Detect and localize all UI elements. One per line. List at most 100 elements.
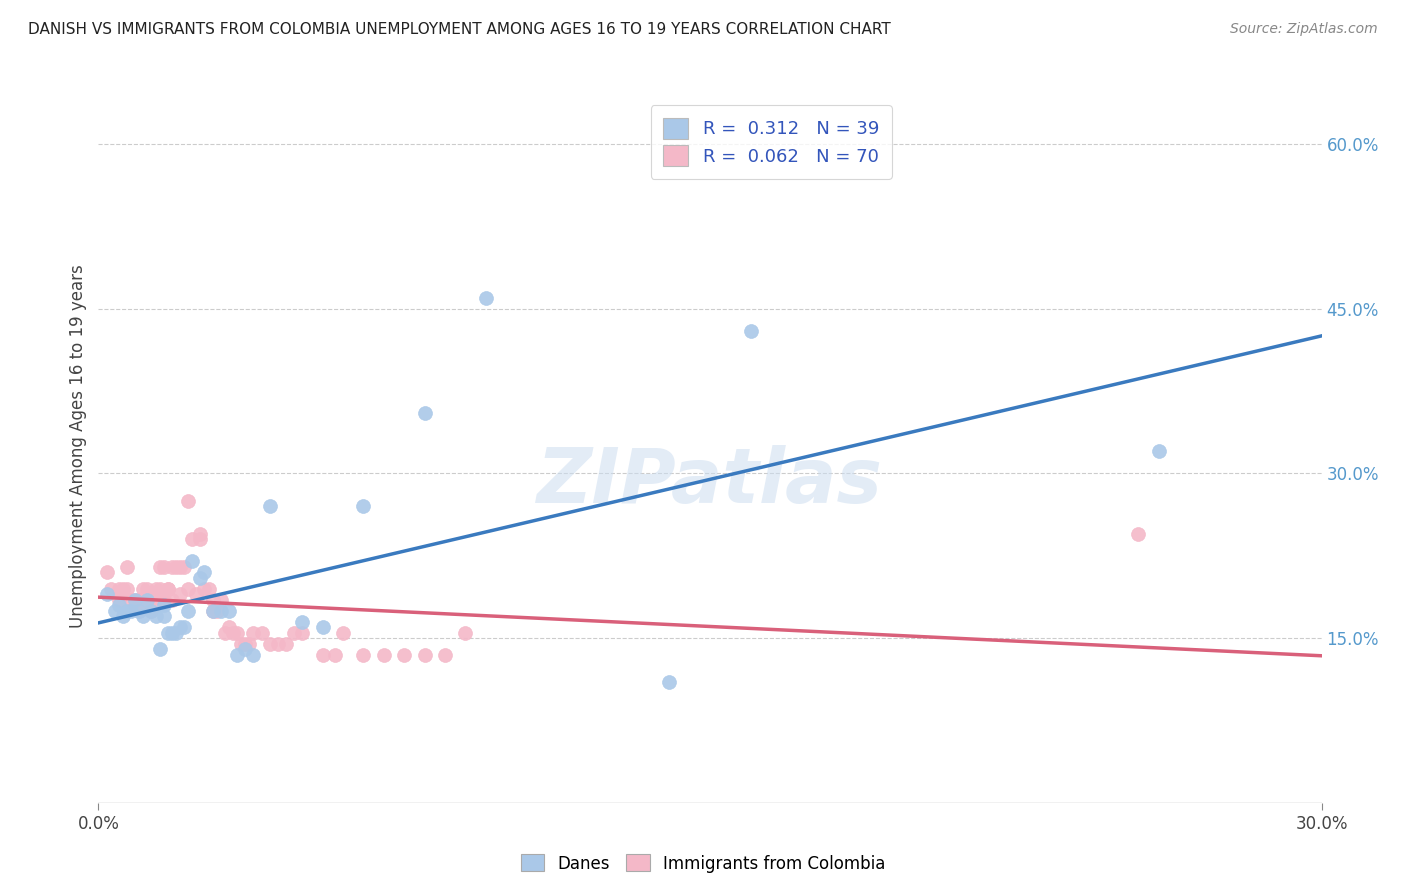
Point (283, 625, 305, 640)
Point (291, 615, 314, 629)
Point (259, 500, 281, 514)
Point (312, 648, 335, 662)
Point (165, 559, 187, 574)
Point (149, 559, 172, 574)
Point (149, 582, 172, 596)
Point (173, 620, 195, 634)
Point (156, 582, 179, 596)
Point (152, 559, 174, 574)
Point (201, 604, 224, 618)
Point (740, 324, 762, 338)
Point (1147, 444, 1170, 458)
Point (193, 566, 215, 580)
Point (226, 625, 249, 640)
Point (242, 648, 264, 662)
Point (238, 637, 260, 651)
Point (312, 620, 335, 634)
Point (149, 592, 172, 607)
Point (145, 582, 167, 596)
Point (242, 625, 264, 640)
Point (165, 625, 187, 640)
Text: ZIPatlas: ZIPatlas (537, 445, 883, 518)
Point (141, 604, 163, 618)
Point (152, 609, 174, 624)
Point (373, 648, 395, 662)
Point (181, 554, 204, 568)
Point (132, 609, 155, 624)
Point (152, 587, 174, 601)
Point (177, 494, 200, 508)
Point (169, 620, 191, 634)
Point (392, 648, 416, 662)
Point (231, 637, 253, 651)
Point (177, 582, 200, 596)
Point (188, 533, 212, 547)
Text: DANISH VS IMMIGRANTS FROM COLOMBIA UNEMPLOYMENT AMONG AGES 16 TO 19 YEARS CORREL: DANISH VS IMMIGRANTS FROM COLOMBIA UNEMP… (28, 22, 891, 37)
Point (177, 604, 200, 618)
Point (100, 582, 122, 596)
Point (152, 598, 174, 612)
Point (108, 598, 131, 612)
Point (132, 592, 155, 607)
Point (291, 625, 314, 640)
Point (233, 642, 256, 657)
Point (152, 592, 174, 607)
Point (160, 592, 183, 607)
Point (169, 587, 191, 601)
Point (160, 559, 183, 574)
Point (201, 592, 224, 607)
Point (454, 625, 477, 640)
Point (128, 592, 150, 607)
Point (169, 559, 191, 574)
Point (136, 582, 159, 596)
Point (141, 592, 163, 607)
Point (201, 604, 224, 618)
Point (214, 625, 236, 640)
Point (128, 604, 150, 618)
Point (111, 582, 134, 596)
Point (115, 582, 138, 596)
Point (274, 637, 297, 651)
Point (474, 291, 498, 305)
Point (108, 582, 131, 596)
Point (149, 642, 172, 657)
Point (136, 587, 159, 601)
Point (96, 587, 118, 601)
Point (197, 582, 219, 596)
Point (332, 625, 354, 640)
Point (323, 648, 346, 662)
Point (233, 637, 256, 651)
Point (352, 648, 374, 662)
Point (141, 592, 163, 607)
Point (96, 566, 118, 580)
Point (132, 582, 155, 596)
Point (136, 592, 159, 607)
Point (188, 571, 212, 585)
Point (188, 526, 212, 541)
Point (250, 625, 273, 640)
Point (145, 609, 167, 624)
Point (205, 604, 228, 618)
Point (658, 675, 681, 690)
Point (111, 609, 134, 624)
Point (218, 604, 240, 618)
Point (181, 533, 204, 547)
Point (141, 604, 163, 618)
Point (128, 604, 150, 618)
Point (259, 637, 281, 651)
Point (156, 625, 179, 640)
Point (104, 604, 127, 618)
Point (413, 648, 436, 662)
Point (267, 637, 290, 651)
Point (120, 592, 142, 607)
Legend: Danes, Immigrants from Colombia: Danes, Immigrants from Colombia (515, 847, 891, 880)
Point (218, 620, 240, 634)
Point (124, 592, 146, 607)
Point (413, 406, 436, 420)
Point (124, 592, 146, 607)
Point (209, 604, 232, 618)
Point (115, 559, 138, 574)
Text: Source: ZipAtlas.com: Source: ZipAtlas.com (1230, 22, 1378, 37)
Point (173, 559, 195, 574)
Point (226, 648, 249, 662)
